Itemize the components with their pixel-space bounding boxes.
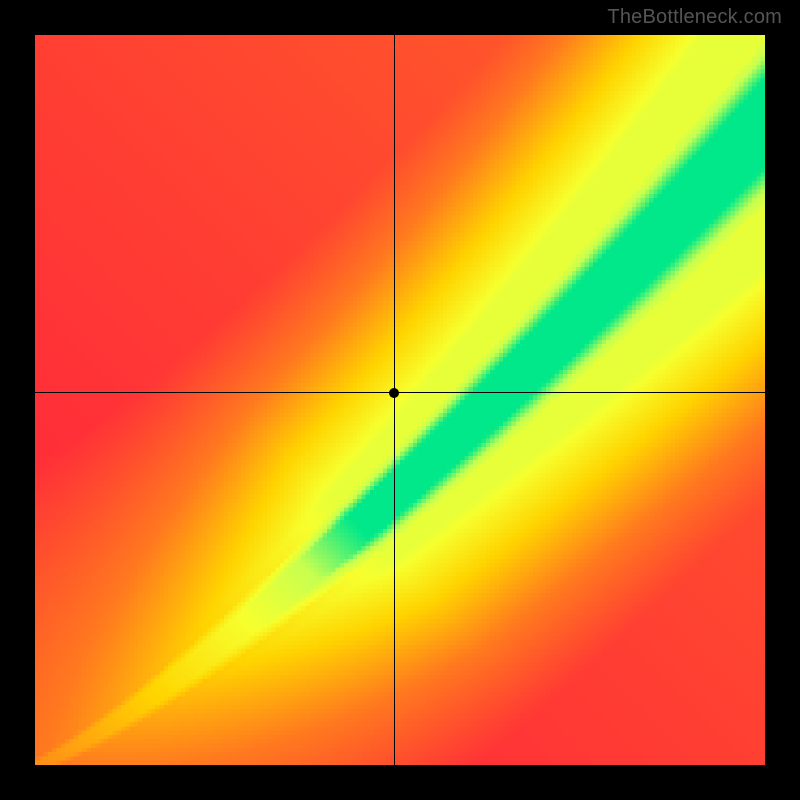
heatmap-canvas [35,35,765,765]
crosshair-vertical [394,35,395,765]
crosshair-horizontal [35,392,765,393]
chart-container: TheBottleneck.com [0,0,800,800]
crosshair-marker [389,388,399,398]
watermark-text: TheBottleneck.com [607,6,782,29]
